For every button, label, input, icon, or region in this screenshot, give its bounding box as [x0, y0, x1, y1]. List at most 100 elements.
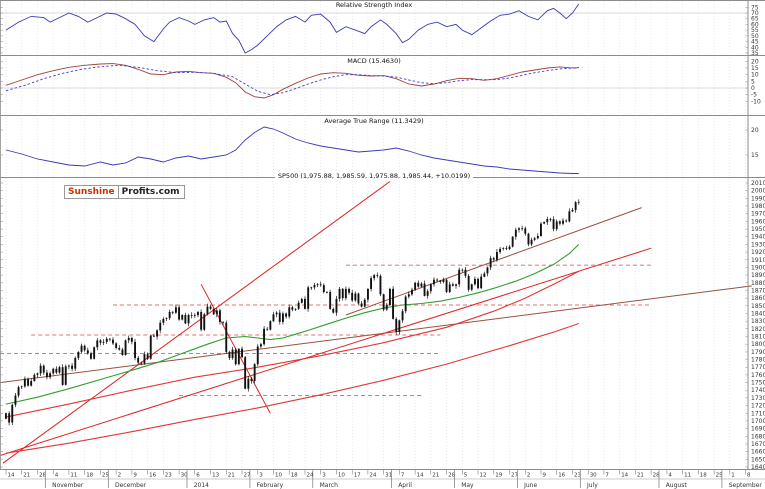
- overlay-MA-red-slow: [5, 322, 579, 454]
- candlesticks: [5, 199, 580, 426]
- x-axis-day-label: 18: [700, 473, 707, 479]
- candle-body: [282, 313, 284, 322]
- candle-body: [348, 288, 350, 293]
- candle-body: [178, 307, 180, 320]
- candle-body: [263, 328, 265, 345]
- candle-body: [146, 354, 149, 359]
- overlay-MA-red-fast: [5, 270, 580, 418]
- trendline-rising-resistance-steep: [2, 181, 391, 464]
- candle-body: [492, 258, 495, 260]
- x-axis-day-label: 21: [432, 473, 439, 479]
- candle-body: [102, 341, 105, 343]
- candle-body: [360, 303, 363, 307]
- candle-body: [159, 322, 162, 331]
- y-label-price: 1900: [751, 264, 765, 271]
- candle-body: [436, 279, 439, 281]
- y-label-price: 1650: [751, 456, 765, 463]
- candle-body: [310, 287, 313, 289]
- candle-body: [234, 349, 237, 365]
- candle-body: [11, 404, 14, 423]
- x-axis: 14 21 28 4 11 18 25 2 9 16 23 30 6 13 21 27 3 10 18 24 3 10 17…: [0, 470, 765, 489]
- y-label-price: 1680: [751, 433, 765, 440]
- candle-body: [518, 228, 520, 230]
- x-axis-day-label: 31: [385, 473, 392, 479]
- candle-body: [219, 310, 221, 322]
- candle-body: [118, 348, 121, 350]
- series-atr-line: [5, 126, 579, 174]
- candle-body: [8, 413, 11, 423]
- y-label-price: 1770: [751, 364, 765, 371]
- x-axis-month-label: 2014: [194, 482, 209, 489]
- candle-body: [439, 280, 442, 282]
- x-axis-day-label: 14: [417, 473, 424, 479]
- x-axis-day-label: 2: [118, 473, 122, 479]
- candle-body: [385, 305, 388, 310]
- candle-body: [140, 362, 143, 364]
- y-label-price: 1920: [751, 249, 765, 256]
- y-label-panel2: 20: [751, 127, 759, 134]
- candle-body: [112, 339, 114, 344]
- candle-body: [442, 279, 445, 282]
- y-label-price: 1930: [751, 241, 765, 248]
- x-axis-day-label: 21: [637, 473, 644, 479]
- candle-body: [212, 308, 215, 315]
- y-label-price: 1830: [751, 318, 765, 325]
- y-label-panel1: -10: [751, 98, 761, 105]
- x-axis-day-label: 28: [653, 473, 660, 479]
- y-label-price: 1880: [751, 280, 765, 287]
- candle-body: [171, 312, 174, 313]
- x-axis-day-label: 17: [354, 473, 361, 479]
- candle-body: [379, 275, 382, 295]
- candle-body: [55, 368, 58, 373]
- candle-body: [395, 318, 398, 332]
- candle-body: [467, 275, 470, 290]
- y-label-panel0: 50: [751, 33, 759, 40]
- candle-body: [241, 348, 243, 358]
- y-label-price: 1640: [751, 464, 765, 471]
- candle-body: [464, 269, 467, 276]
- candle-body: [153, 335, 155, 337]
- candle-body: [458, 269, 461, 285]
- candle-body: [351, 292, 354, 301]
- candle-body: [285, 313, 287, 317]
- x-axis-day-label: 7: [605, 473, 609, 479]
- candle-body: [411, 289, 413, 295]
- candle-body: [392, 288, 394, 319]
- candle-body: [14, 395, 17, 405]
- candle-body: [404, 296, 407, 312]
- candle-body: [127, 338, 130, 341]
- candle-body: [86, 350, 89, 354]
- candle-body: [363, 299, 366, 307]
- candle-body: [329, 292, 332, 309]
- y-label-panel1: 5: [751, 78, 755, 85]
- x-axis-day-label: 6: [196, 473, 200, 479]
- trendline-long-term-rising-maroon: [0, 285, 752, 384]
- candle-body: [39, 365, 42, 374]
- candle-body: [373, 275, 376, 279]
- candle-body: [80, 345, 83, 352]
- x-axis-day-label: 28: [39, 473, 46, 479]
- y-label-panel0: 75: [751, 4, 759, 11]
- candle-body: [215, 310, 218, 315]
- candle-body: [134, 341, 136, 358]
- candle-body: [370, 278, 372, 289]
- y-label-price: 1660: [751, 449, 765, 456]
- y-label-panel1: 20: [751, 58, 759, 65]
- x-axis-day-label: 18: [86, 473, 93, 479]
- x-axis-month-label: November: [52, 482, 84, 489]
- candle-body: [124, 340, 127, 355]
- candle-body: [335, 298, 338, 313]
- y-label-price: 1960: [751, 218, 765, 225]
- candle-body: [162, 318, 165, 323]
- candle-body: [20, 386, 23, 388]
- candle-body: [197, 312, 199, 316]
- candle-body: [562, 220, 564, 224]
- sp500-panel-title: SP500 (1,975.88, 1,985.59, 1,975.88, 1,9…: [274, 172, 474, 180]
- candle-body: [260, 344, 262, 347]
- x-axis-day-label: 1: [731, 473, 735, 479]
- y-label-price: 1950: [751, 226, 765, 233]
- candle-body: [530, 239, 533, 245]
- candle-body: [187, 315, 190, 324]
